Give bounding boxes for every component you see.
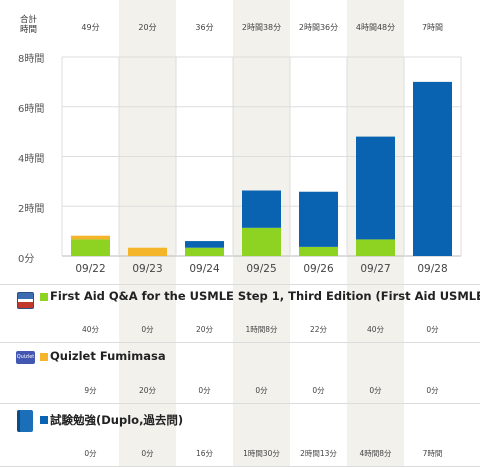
book-cover-icon[interactable] (17, 292, 34, 309)
series-color-orange (40, 353, 48, 361)
item-title-shiken[interactable]: 試験勉強(Duplo,過去問) (50, 413, 184, 427)
y-tick-6h: 6時間 (18, 104, 45, 115)
bar-0927-series-0 (356, 239, 395, 256)
item3-value-0922: 0分 (84, 449, 97, 458)
item-title-quizlet[interactable]: Quizlet Fumimasa (50, 349, 166, 363)
item2-value-0926: 0分 (312, 386, 325, 395)
row-divider (0, 403, 480, 404)
total-0923: 20分 (138, 23, 157, 32)
item1-value-0922: 40分 (81, 325, 100, 334)
total-time-label: 合計 時間 (20, 15, 37, 35)
y-tick-0: 0分 (18, 254, 35, 265)
row-divider (0, 284, 480, 285)
item3-value-0928: 7時間 (422, 449, 443, 458)
item3-value-0923: 0分 (141, 449, 154, 458)
item2-value-0925: 0分 (255, 386, 268, 395)
item2-value-0924: 0分 (198, 386, 211, 395)
item3-value-0924: 16分 (195, 449, 214, 458)
item2-value-0923: 20分 (138, 386, 157, 395)
x-tick-0927: 09/27 (360, 263, 391, 275)
bar-0925-series-0 (242, 227, 281, 256)
item1-value-0924: 20分 (195, 325, 214, 334)
row-divider (0, 342, 480, 343)
item1-value-0927: 40分 (366, 325, 385, 334)
total-0922: 49分 (81, 23, 100, 32)
x-tick-0922: 09/22 (75, 263, 106, 275)
x-tick-0926: 09/26 (303, 263, 334, 275)
y-tick-2h: 2時間 (18, 204, 45, 215)
bar-0924-series-2 (185, 241, 224, 248)
bar-0928-series-2 (413, 81, 452, 256)
bar-0922-series-0 (71, 239, 110, 256)
y-tick-8h: 8時間 (18, 54, 45, 65)
x-tick-0923: 09/23 (132, 263, 163, 275)
quizlet-logo-text: Quizlet (16, 354, 35, 360)
bar-0923-series-1 (128, 247, 167, 256)
x-tick-0925: 09/25 (246, 263, 277, 275)
total-0925: 2時間38分 (241, 23, 282, 32)
total-label-line1: 合計 (20, 15, 38, 25)
quizlet-logo-icon[interactable]: Quizlet (16, 351, 35, 364)
item1-value-0928: 0分 (426, 325, 439, 334)
total-0928: 7時間 (421, 23, 444, 32)
series-color-green (40, 293, 48, 301)
x-tick-0924: 09/24 (189, 263, 220, 275)
item-title-first-aid[interactable]: First Aid Q&A for the USMLE Step 1, Thir… (50, 289, 480, 303)
bar-0926-series-2 (299, 191, 338, 247)
item2-value-0927: 0分 (369, 386, 382, 395)
item2-value-0928: 0分 (426, 386, 439, 395)
total-0926: 2時間36分 (298, 23, 339, 32)
bar-0927-series-2 (356, 136, 395, 240)
series-color-blue (40, 416, 48, 424)
total-0927: 4時間48分 (355, 23, 396, 32)
item3-value-0925: 1時間30分 (243, 449, 280, 458)
stacked-bar-chart (61, 56, 462, 257)
column-shade-0923 (119, 0, 176, 467)
item3-value-0926: 2時間13分 (300, 449, 337, 458)
notebook-icon[interactable] (17, 410, 33, 432)
item3-value-0927: 4時間8分 (359, 449, 392, 458)
total-label-line2: 時間 (20, 25, 38, 35)
bar-0924-series-0 (185, 247, 224, 256)
item2-value-0922: 9分 (84, 386, 97, 395)
y-tick-4h: 4時間 (18, 154, 45, 165)
bar-0925-series-2 (242, 190, 281, 228)
item1-value-0923: 0分 (141, 325, 154, 334)
item1-value-0926: 22分 (309, 325, 328, 334)
bar-0922-series-1 (71, 235, 110, 240)
bar-0926-series-0 (299, 246, 338, 256)
x-tick-0928: 09/28 (417, 263, 448, 275)
total-0924: 36分 (195, 23, 214, 32)
item1-value-0925: 1時間8分 (245, 325, 278, 334)
